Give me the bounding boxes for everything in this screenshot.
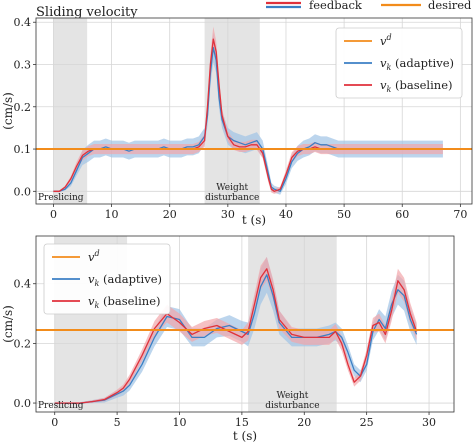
x-tick-label: 10 bbox=[172, 416, 186, 429]
y-tick-label: 0.0 bbox=[14, 397, 32, 410]
x-tick-label: 20 bbox=[163, 208, 177, 221]
region-label: Weight bbox=[216, 183, 248, 193]
x-axis-label: t (s) bbox=[233, 429, 257, 443]
region-label: disturbance bbox=[265, 401, 319, 411]
legend-label-baseline: vk (baseline) bbox=[380, 78, 452, 94]
region-label: Preslicing bbox=[38, 401, 84, 411]
y-tick-label: 0.1 bbox=[14, 143, 32, 156]
legend-label-adaptive: vk (adaptive) bbox=[380, 56, 454, 72]
x-tick-label: 50 bbox=[337, 208, 351, 221]
legend-desired-label: desired bbox=[428, 0, 472, 12]
y-tick-label: 0.4 bbox=[14, 16, 32, 29]
x-axis-label: t (s) bbox=[242, 213, 266, 227]
y-axis-label: (cm/s) bbox=[1, 305, 15, 343]
region-label: Weight bbox=[276, 391, 308, 401]
x-tick-label: 30 bbox=[422, 416, 436, 429]
y-tick-label: 0.2 bbox=[14, 101, 32, 114]
region-label: disturbance bbox=[205, 193, 259, 203]
x-tick-label: 40 bbox=[279, 208, 293, 221]
region-label: Preslicing bbox=[38, 193, 84, 203]
x-tick-label: 15 bbox=[235, 416, 249, 429]
x-tick-label: 0 bbox=[51, 416, 58, 429]
legend-feedback-label: feedback bbox=[309, 0, 363, 12]
legend-label-baseline: vk (baseline) bbox=[88, 294, 160, 310]
y-tick-label: 0.4 bbox=[14, 278, 32, 291]
x-tick-label: 0 bbox=[50, 208, 57, 221]
y-tick-label: 0.0 bbox=[14, 185, 32, 198]
x-tick-label: 30 bbox=[221, 208, 235, 221]
x-tick-label: 5 bbox=[114, 416, 121, 429]
shaded-region bbox=[53, 18, 87, 204]
x-tick-label: 20 bbox=[297, 416, 311, 429]
top-legend: feedback desired bbox=[266, 0, 472, 12]
x-tick-label: 70 bbox=[453, 208, 467, 221]
y-axis-label: (cm/s) bbox=[1, 92, 15, 130]
x-tick-label: 10 bbox=[105, 208, 119, 221]
y-tick-label: 0.3 bbox=[14, 59, 32, 72]
legend-label-adaptive: vk (adaptive) bbox=[88, 272, 162, 288]
x-tick-label: 60 bbox=[395, 208, 409, 221]
y-tick-label: 0.2 bbox=[14, 337, 32, 350]
shaded-region bbox=[248, 236, 337, 412]
x-tick-label: 25 bbox=[360, 416, 374, 429]
